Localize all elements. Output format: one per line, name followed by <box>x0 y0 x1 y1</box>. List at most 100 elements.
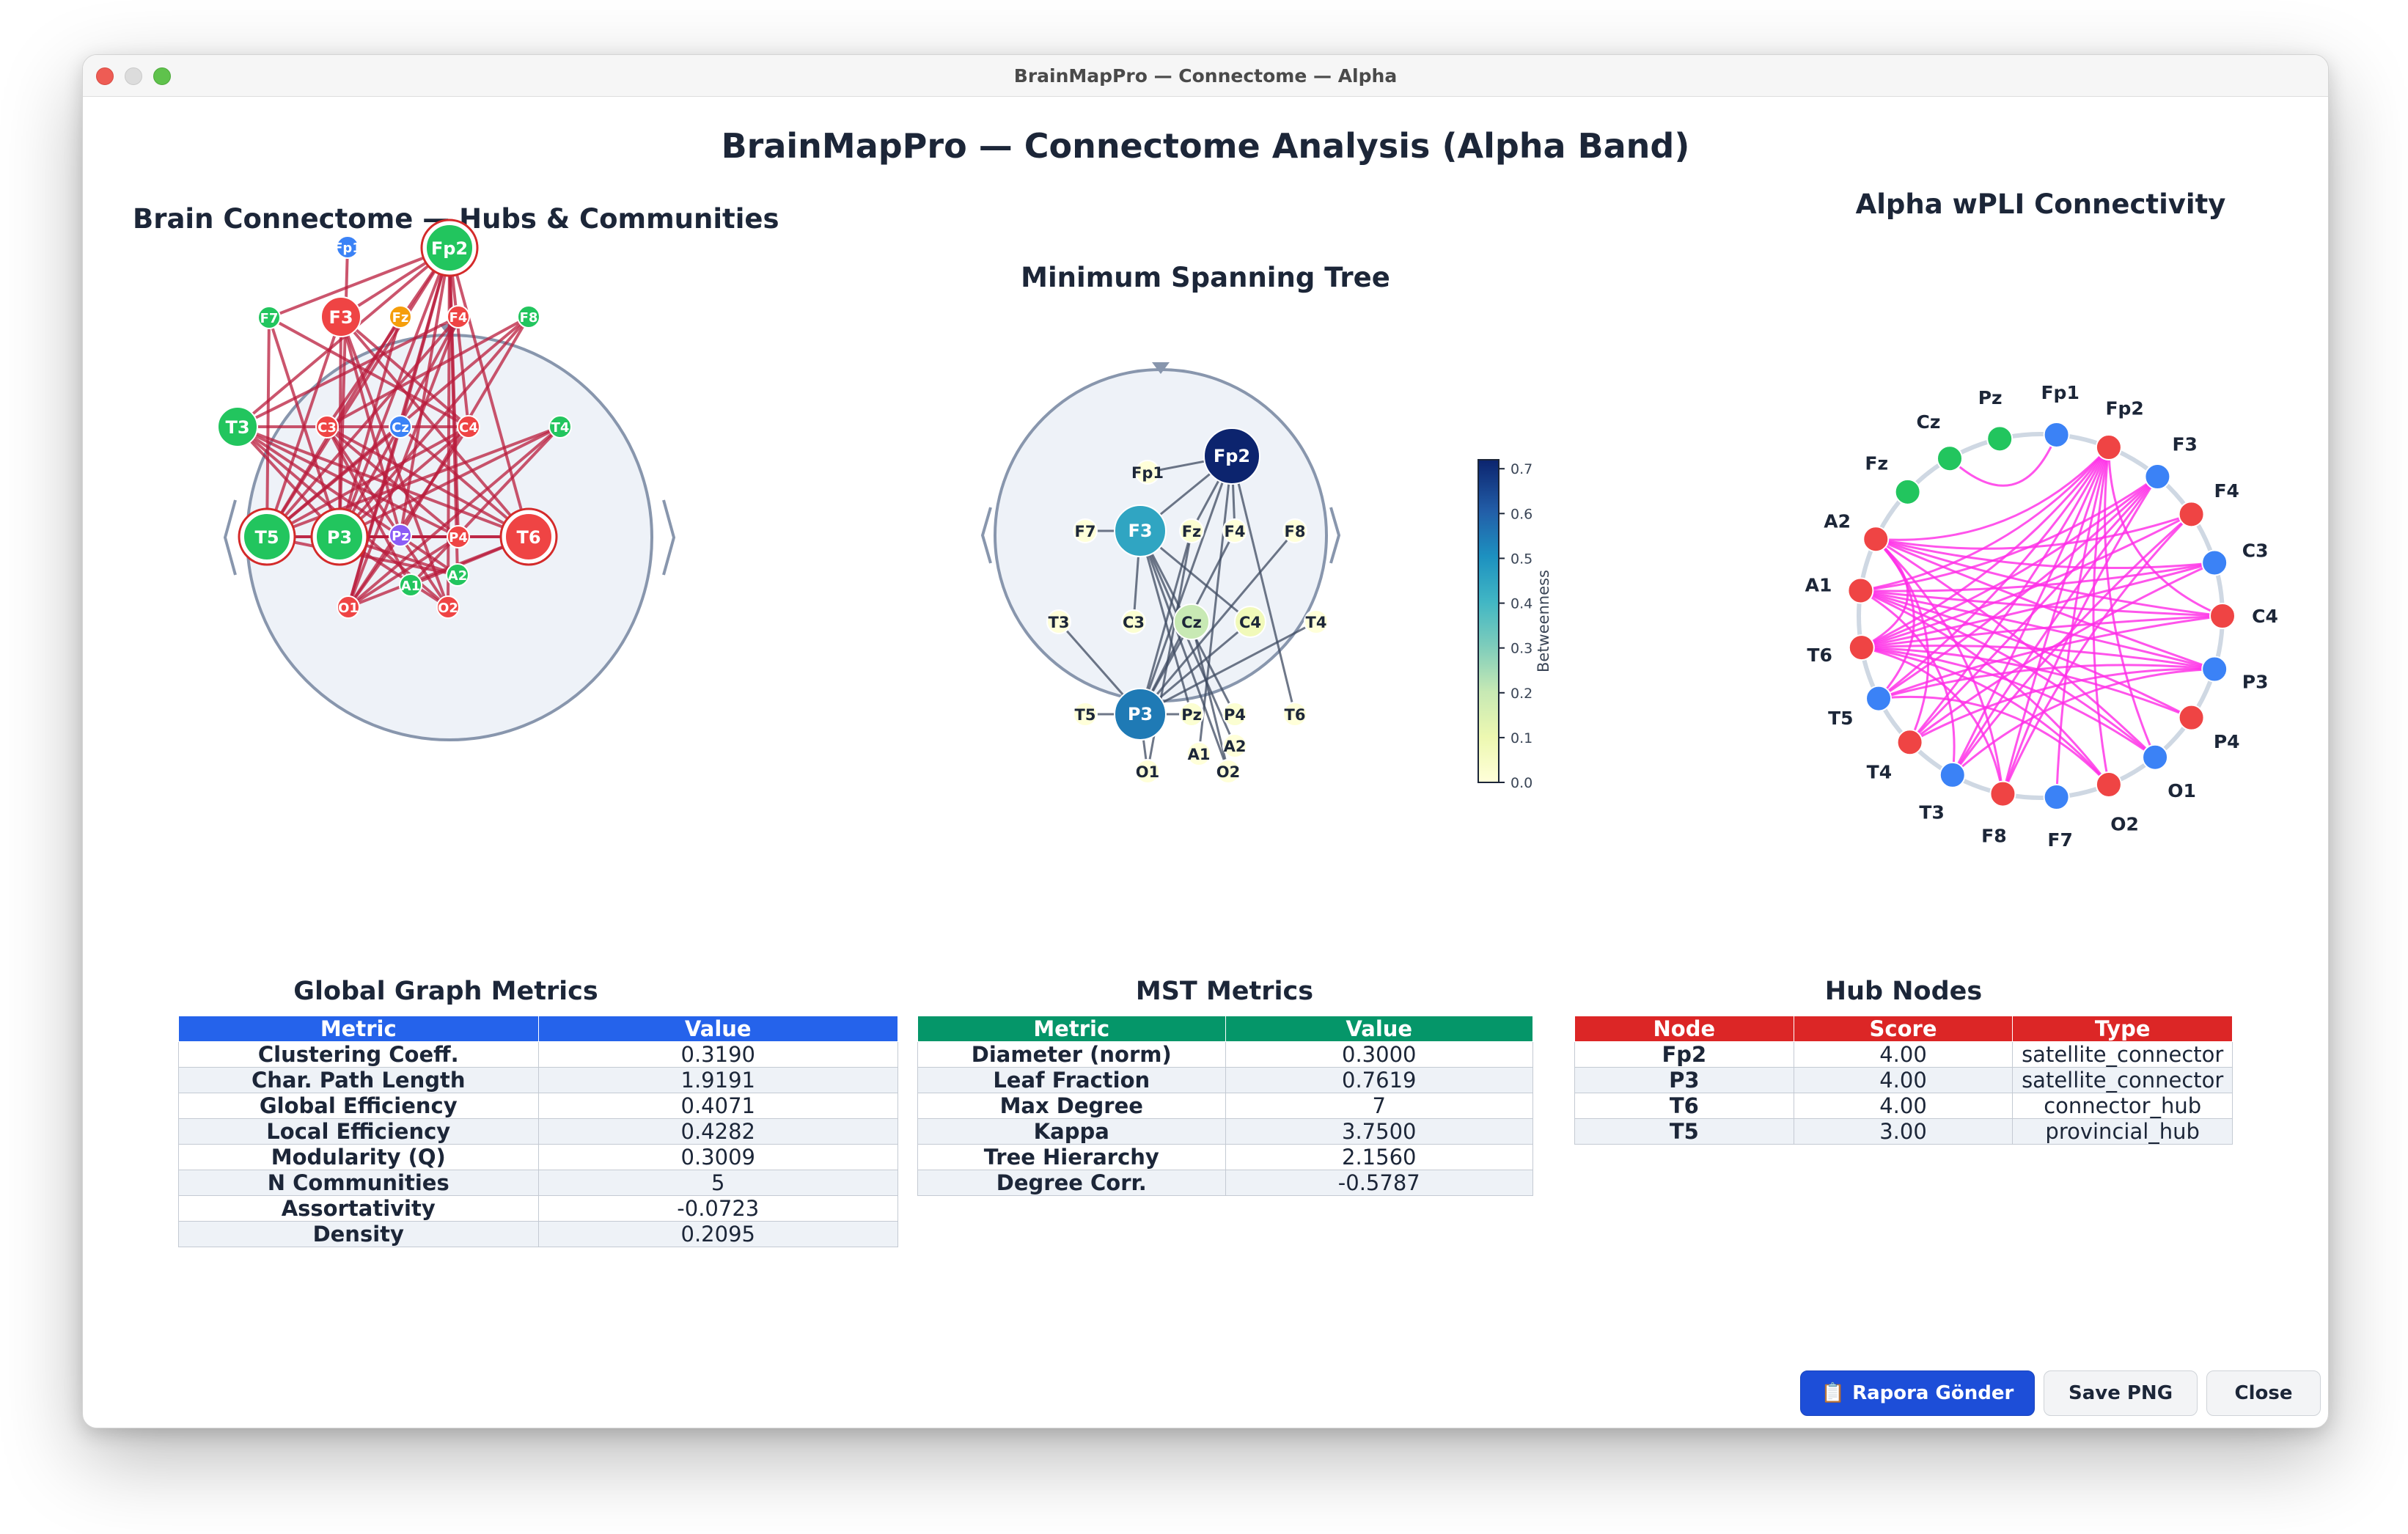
wpli-edge-c4-t6 <box>1861 614 2223 649</box>
connectome-node-label: O1 <box>338 601 359 616</box>
hubs-cell-score: 4.00 <box>1793 1041 2014 1068</box>
table-row: Density 0.2095 <box>178 1221 898 1247</box>
mst-cell-value: -0.5787 <box>1225 1170 1533 1196</box>
connectome-node-label: Fp1 <box>334 241 361 256</box>
table-row: Global Efficiency 0.4071 <box>178 1093 898 1119</box>
mst-node-label: Pz <box>1181 706 1202 724</box>
wpli-node-o2: O2 <box>2095 771 2139 835</box>
wpli-edge-f3-t6 <box>1861 475 2159 649</box>
wpli-node-t4: T4 <box>1867 729 1923 783</box>
mst-edge-p3-fz <box>1139 530 1193 715</box>
content-area: BrainMapPro — Connectome Analysis (Alpha… <box>83 97 2328 1428</box>
mst-node-label: T3 <box>1049 614 1070 631</box>
connectome-node-t4: T4 <box>548 415 572 438</box>
betweenness-colorbar: 0.0 0.1 0.2 0.3 0.4 0.5 0.6 0.7 Betweenness <box>1478 459 1552 791</box>
wpli-node-label: C3 <box>2242 540 2269 562</box>
hubs-cell-score: 4.00 <box>1793 1093 2014 1119</box>
zoom-window-button[interactable] <box>153 67 171 85</box>
colorbar-tick-label: 0.0 <box>1510 775 1532 791</box>
connectome-node-pz: Pz <box>389 524 412 547</box>
connectome-node-label: F4 <box>449 310 468 326</box>
global-cell-metric: Char. Path Length <box>178 1067 539 1093</box>
connectome-node-label: Fp2 <box>431 238 468 259</box>
connectome-node-fp1: Fp1 <box>334 235 361 259</box>
table-row: Degree Corr. -0.5787 <box>917 1170 1533 1196</box>
connectome-node-label: Fz <box>392 310 409 326</box>
connectome-node-label: T3 <box>225 417 249 438</box>
connectome-edge-c3-t6 <box>326 425 529 538</box>
connectome-edge-fp2-f7 <box>268 246 450 319</box>
connectome-node-c4: C4 <box>457 415 480 438</box>
save-png-button[interactable]: Save PNG <box>2044 1370 2198 1416</box>
connectome-edge-fp2-t6 <box>448 247 530 537</box>
mst-cell-metric: Degree Corr. <box>917 1170 1226 1196</box>
mst-cell-value: 7 <box>1225 1093 1533 1119</box>
mst-edge-p3-t4 <box>1139 620 1317 716</box>
connectome-node-label: P3 <box>327 527 352 548</box>
connectome-graph: Fp2 Fp1 F7 F3 Fz F4 F8 T3 C3 Cz C4 T4 T5 P3 Pz P4 T6 A1 A2… <box>217 219 676 741</box>
wpli-edge-f4-f8 <box>2002 513 2192 795</box>
close-window-button[interactable] <box>96 67 114 85</box>
hubs-cell-node: T6 <box>1574 1093 1794 1119</box>
wpli-node-pz: Pz <box>1978 387 2014 452</box>
mst-header-metric: Metric <box>917 1016 1226 1042</box>
mst-node-label: A1 <box>1188 746 1211 763</box>
colorbar-gradient <box>1478 459 1500 783</box>
connectome-node-p4: P4 <box>447 525 470 548</box>
mst-node-t4: T4 <box>1304 609 1329 634</box>
wpli-edge-c3-a2 <box>1875 537 2215 570</box>
wpli-edge-o1-t6 <box>1861 646 2156 758</box>
mst-edge-f8-p3 <box>1139 530 1296 715</box>
mst-cell-metric: Leaf Fraction <box>917 1067 1226 1093</box>
table-row: T6 4.00 connector_hub <box>1574 1093 2233 1119</box>
connectome-edge-f7-c4 <box>268 316 469 428</box>
wpli-node-label: A2 <box>1824 511 1851 532</box>
colorbar-tick-label: 0.4 <box>1510 596 1532 612</box>
mst-node-label: C3 <box>1123 614 1145 631</box>
wpli-edge-t3-a1 <box>1860 590 1956 776</box>
wpli-edge-f3-a1 <box>1860 475 2159 592</box>
hub-nodes-table: Node Score Type Fp2 4.00 satellite_connect… <box>1574 1016 2233 1145</box>
mst-node-label: T4 <box>1306 614 1327 631</box>
wpli-edge-f8-a2 <box>1875 538 2004 794</box>
mst-cell-value: 3.7500 <box>1225 1118 1533 1145</box>
wpli-node-label: T6 <box>1807 645 1832 666</box>
hubs-cell-type: satellite_connector <box>2012 1041 2233 1068</box>
connectome-edge-fp2-pz <box>399 247 451 536</box>
wpli-edge-c4-a2 <box>1875 537 2223 617</box>
connectome-node-label: C4 <box>459 420 478 436</box>
connectome-node-f8: F8 <box>517 305 540 329</box>
global-cell-value: 0.2095 <box>537 1221 898 1247</box>
mst-panel-title: Minimum Spanning Tree <box>1021 262 1390 293</box>
mst-node-t3: T3 <box>1046 609 1071 634</box>
mst-right-ear-icon <box>1329 507 1341 564</box>
mst-node-fp1: Fp1 <box>1131 460 1164 485</box>
mst-graph: Fp2 Fp1 F7 F3 Fz F4 F8 T3 C3 Cz C4 T4 T5 P3 Pz P4 T6 A1 A2… <box>980 362 1552 791</box>
table-row: Modularity (Q) 0.3009 <box>178 1144 898 1170</box>
colorbar-tick-label: 0.6 <box>1510 506 1532 522</box>
global-cell-metric: Modularity (Q) <box>178 1144 539 1170</box>
connectome-node-label: F3 <box>328 307 353 328</box>
global-metrics-title: Global Graph Metrics <box>293 977 598 1006</box>
minimize-window-button[interactable] <box>125 67 142 85</box>
mst-metrics-title: MST Metrics <box>1135 977 1314 1006</box>
connectome-edge-fp2-a2 <box>448 247 459 576</box>
close-button[interactable]: Close <box>2206 1370 2321 1416</box>
global-cell-value: 0.3190 <box>537 1041 898 1068</box>
connectome-node-label: Cz <box>392 420 409 436</box>
send-report-button[interactable]: 📋 Rapora Gönder <box>1800 1370 2035 1416</box>
wpli-edge-fp2-o2 <box>2092 447 2110 785</box>
connectome-node-o2: O2 <box>436 595 460 619</box>
wpli-node-p3: P3 <box>2201 656 2268 692</box>
wpli-edge-c4-t5 <box>1878 614 2223 700</box>
connectome-edge-t6-o1 <box>348 535 529 609</box>
table-row: N Communities 5 <box>178 1170 898 1196</box>
wpli-edge-fp2-t5 <box>1878 447 2110 700</box>
connectome-node-label: T5 <box>254 527 279 548</box>
wpli-node-label: Fp2 <box>2105 397 2143 419</box>
global-cell-metric: Density <box>178 1221 539 1247</box>
hub-header-node: Node <box>1574 1016 1794 1042</box>
hubs-cell-node: T5 <box>1574 1118 1794 1145</box>
wpli-node-t3: T3 <box>1919 761 1966 823</box>
connectome-node-t3: T3 <box>217 406 258 447</box>
